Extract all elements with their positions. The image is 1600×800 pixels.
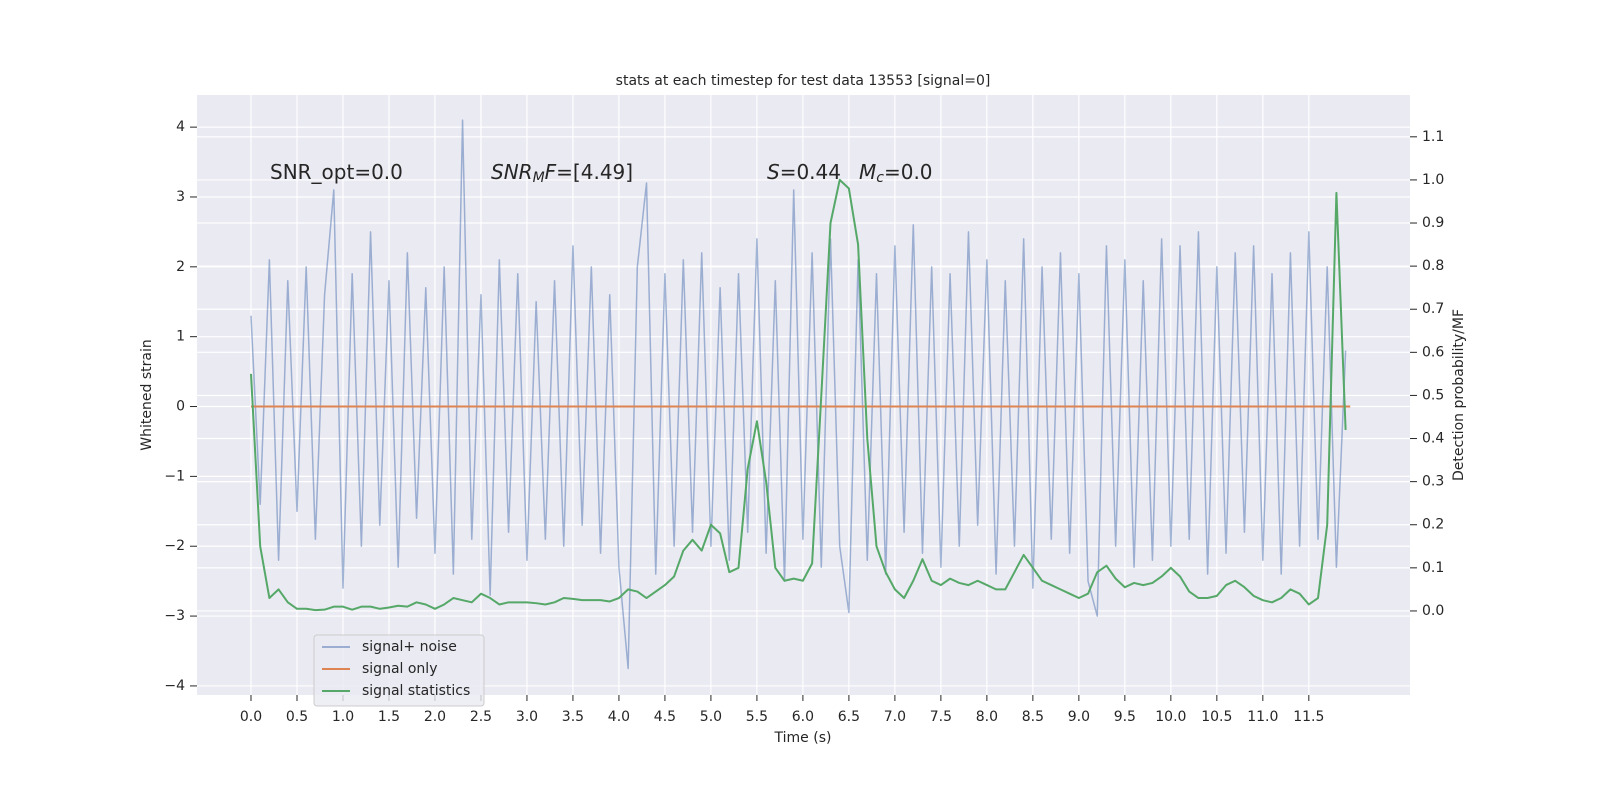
x-tick-label: 2.5 [470, 709, 492, 725]
y-tick-label: 3 [176, 189, 185, 205]
y2-tick-label: 1.1 [1422, 129, 1444, 145]
legend-box [313, 634, 485, 707]
y2-tick-label: 0.8 [1422, 258, 1444, 274]
x-tick-label: 10.0 [1155, 709, 1186, 725]
y-axis-label: Whitened strain [139, 339, 155, 450]
annotation: S=0.44 [767, 160, 841, 184]
y-tick-label: 4 [176, 119, 185, 135]
annotation: SNRMF=[4.49] [491, 160, 633, 187]
annotation-part: SNR [491, 160, 533, 184]
y-tick-label: −4 [164, 678, 185, 694]
y2-tick-label: 0.4 [1422, 431, 1444, 447]
x-tick-label: 11.0 [1247, 709, 1278, 725]
axes: 0.0 0.5 1.0 1.5 2.0 2.5 3.0 3.5 4.0 4.5 5.0 5.5 6.0 6… [164, 119, 1444, 725]
y-tick-label: 0 [176, 399, 185, 415]
y2-tick-label: 0.3 [1422, 474, 1444, 490]
legend: signal+ noise signal only signal statistic… [313, 634, 485, 707]
x-tick-label: 3.5 [562, 709, 584, 725]
legend-label: signal statistics [362, 683, 470, 699]
x-tick-label: 0.5 [286, 709, 308, 725]
annotation-part: =0.0 [884, 160, 933, 184]
x-tick-label: 3.0 [516, 709, 538, 725]
lines [249, 119, 1351, 670]
y-tick-label: −2 [164, 538, 185, 554]
x-tick-label: 7.5 [930, 709, 952, 725]
annotation: SNR_opt=0.0 [270, 160, 403, 184]
y2-tick-label: 0.0 [1422, 603, 1444, 619]
y2-tick-label: 1.0 [1422, 172, 1444, 188]
x-tick-label: 10.5 [1201, 709, 1232, 725]
annotation-part: SNR_opt=0.0 [270, 160, 403, 184]
x-tick-label: 4.0 [608, 709, 630, 725]
series-line [249, 178, 1347, 612]
x-tick-label: 6.5 [838, 709, 860, 725]
y-tick-label: 2 [176, 259, 185, 275]
annotation-part: M [859, 160, 876, 184]
x-tick-label: 11.5 [1293, 709, 1324, 725]
y2-tick-label: 0.5 [1422, 387, 1444, 403]
x-tick-label: 4.5 [654, 709, 676, 725]
annotation-part: =[4.49] [556, 160, 633, 184]
x-tick-label: 6.0 [792, 709, 814, 725]
x-tick-label: 9.5 [1114, 709, 1136, 725]
x-tick-label: 5.5 [746, 709, 768, 725]
chart-title: stats at each timestep for test data 135… [616, 73, 991, 89]
x-tick-label: 1.0 [332, 709, 354, 725]
x-tick-label: 9.0 [1068, 709, 1090, 725]
y-tick-label: 1 [176, 329, 185, 345]
annotation-part: S [767, 160, 780, 184]
legend-label: signal only [362, 661, 437, 677]
x-tick-label: 8.0 [976, 709, 998, 725]
x-tick-label: 1.5 [378, 709, 400, 725]
annotation-part: M [533, 170, 545, 186]
y-tick-label: −1 [164, 468, 185, 484]
y-tick-label: −3 [164, 608, 185, 624]
legend-label: signal+ noise [362, 639, 457, 655]
annotation: Mc=0.0 [859, 160, 933, 187]
annotation-part: =0.44 [780, 160, 841, 184]
x-tick-label: 0.0 [240, 709, 262, 725]
y2-tick-label: 0.7 [1422, 301, 1444, 317]
x-tick-label: 5.0 [700, 709, 722, 725]
y2-tick-label: 0.1 [1422, 560, 1444, 576]
y2-tick-label: 0.6 [1422, 344, 1444, 360]
annotation-part: F [545, 160, 557, 184]
y2-axis-label: Detection probability/MF [1451, 309, 1467, 481]
annotation-part: c [876, 170, 884, 186]
x-axis-label: Time (s) [774, 730, 832, 746]
x-tick-label: 8.5 [1022, 709, 1044, 725]
x-tick-label: 2.0 [424, 709, 446, 725]
y2-tick-label: 0.2 [1422, 517, 1444, 533]
y2-tick-label: 0.9 [1422, 215, 1444, 231]
series-line [250, 119, 1347, 670]
x-tick-label: 7.0 [884, 709, 906, 725]
